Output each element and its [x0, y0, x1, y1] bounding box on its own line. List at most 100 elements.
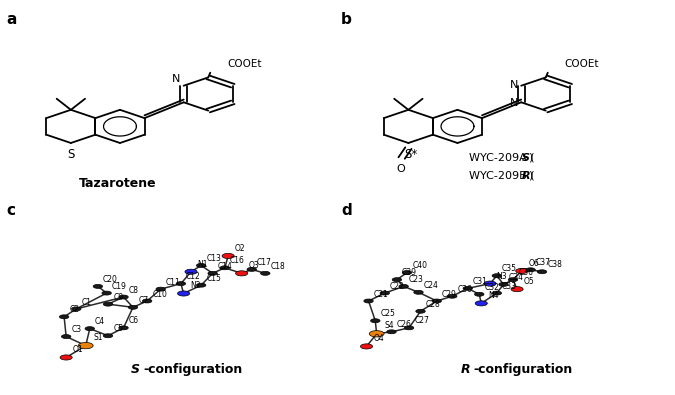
Ellipse shape: [119, 326, 128, 330]
Ellipse shape: [463, 286, 472, 290]
Text: Tazarotene: Tazarotene: [79, 177, 157, 190]
Text: d: d: [341, 203, 352, 218]
Ellipse shape: [93, 284, 103, 288]
Ellipse shape: [369, 331, 384, 337]
Text: b: b: [341, 12, 352, 27]
Ellipse shape: [511, 287, 523, 292]
Ellipse shape: [475, 301, 487, 306]
Ellipse shape: [492, 274, 502, 278]
Ellipse shape: [142, 299, 152, 303]
Text: C26: C26: [397, 320, 412, 329]
Text: C32: C32: [485, 283, 500, 292]
Text: N3: N3: [497, 271, 508, 280]
Ellipse shape: [222, 254, 234, 259]
Ellipse shape: [414, 290, 423, 294]
Text: -configuration: -configuration: [474, 363, 573, 376]
Text: O3: O3: [248, 261, 259, 270]
Ellipse shape: [85, 327, 94, 331]
Ellipse shape: [220, 266, 230, 270]
Ellipse shape: [102, 291, 111, 295]
Text: O4: O4: [373, 334, 384, 343]
Ellipse shape: [60, 355, 72, 360]
Ellipse shape: [72, 307, 81, 311]
Text: O2: O2: [235, 244, 246, 253]
Ellipse shape: [432, 299, 441, 303]
Ellipse shape: [360, 344, 373, 349]
Text: C33: C33: [502, 282, 517, 291]
Text: N2: N2: [190, 281, 200, 290]
Text: C12: C12: [186, 272, 201, 281]
Ellipse shape: [475, 292, 484, 296]
Ellipse shape: [261, 271, 270, 275]
Text: O: O: [396, 164, 404, 173]
Text: C27: C27: [414, 316, 429, 325]
Ellipse shape: [399, 284, 408, 288]
Text: C22: C22: [390, 282, 405, 291]
Ellipse shape: [508, 278, 518, 282]
Text: C20: C20: [103, 275, 118, 284]
Text: C34: C34: [509, 273, 524, 282]
Text: COOEt: COOEt: [227, 59, 262, 69]
Text: C13: C13: [207, 254, 221, 263]
Ellipse shape: [185, 269, 197, 274]
Text: S1: S1: [94, 333, 103, 342]
Ellipse shape: [103, 334, 113, 338]
Ellipse shape: [364, 299, 373, 303]
Text: WYC-209A (: WYC-209A (: [469, 153, 535, 163]
Ellipse shape: [392, 278, 402, 282]
Ellipse shape: [119, 295, 128, 299]
Text: C29: C29: [442, 290, 457, 299]
Text: S*: S*: [404, 148, 417, 161]
Ellipse shape: [484, 281, 496, 286]
Text: C35: C35: [502, 264, 517, 273]
Ellipse shape: [387, 330, 396, 334]
Text: C15: C15: [207, 274, 221, 283]
Text: C40: C40: [412, 261, 427, 270]
Ellipse shape: [448, 294, 457, 298]
Ellipse shape: [516, 269, 528, 273]
Ellipse shape: [537, 270, 547, 274]
Ellipse shape: [236, 271, 248, 276]
Ellipse shape: [404, 326, 414, 330]
Text: C4: C4: [95, 317, 105, 326]
Text: C14: C14: [218, 262, 233, 271]
Text: C17: C17: [257, 258, 272, 267]
Text: C23: C23: [409, 275, 424, 284]
Ellipse shape: [380, 291, 389, 295]
Text: C11: C11: [166, 278, 181, 287]
Ellipse shape: [178, 291, 190, 296]
Text: C24: C24: [424, 281, 439, 290]
Text: N: N: [172, 74, 180, 84]
Text: C37: C37: [536, 258, 551, 267]
Text: C39: C39: [402, 268, 417, 277]
Ellipse shape: [247, 267, 256, 271]
Text: C25: C25: [381, 309, 396, 318]
Ellipse shape: [128, 305, 138, 309]
Ellipse shape: [416, 309, 425, 313]
Text: N4: N4: [488, 291, 499, 300]
Text: C2: C2: [70, 305, 80, 314]
Text: N: N: [510, 98, 518, 109]
Text: a: a: [7, 12, 17, 27]
Text: C3: C3: [72, 325, 82, 334]
Text: WYC-209B (: WYC-209B (: [469, 171, 535, 181]
Text: C9: C9: [113, 293, 124, 302]
Ellipse shape: [499, 282, 508, 286]
Ellipse shape: [156, 287, 165, 291]
Text: R: R: [461, 363, 470, 376]
Text: S: S: [130, 363, 140, 376]
Ellipse shape: [61, 335, 71, 339]
Text: O6: O6: [529, 259, 539, 268]
Ellipse shape: [103, 302, 113, 306]
Text: S: S: [522, 153, 530, 163]
Text: C10: C10: [153, 290, 167, 299]
Text: ): ): [529, 153, 533, 163]
Text: C7: C7: [138, 296, 148, 305]
Text: C16: C16: [230, 256, 245, 265]
Text: C38: C38: [547, 260, 562, 269]
Ellipse shape: [526, 268, 535, 272]
Text: O1: O1: [73, 345, 84, 354]
Ellipse shape: [59, 315, 69, 319]
Ellipse shape: [196, 263, 206, 267]
Ellipse shape: [371, 319, 380, 323]
